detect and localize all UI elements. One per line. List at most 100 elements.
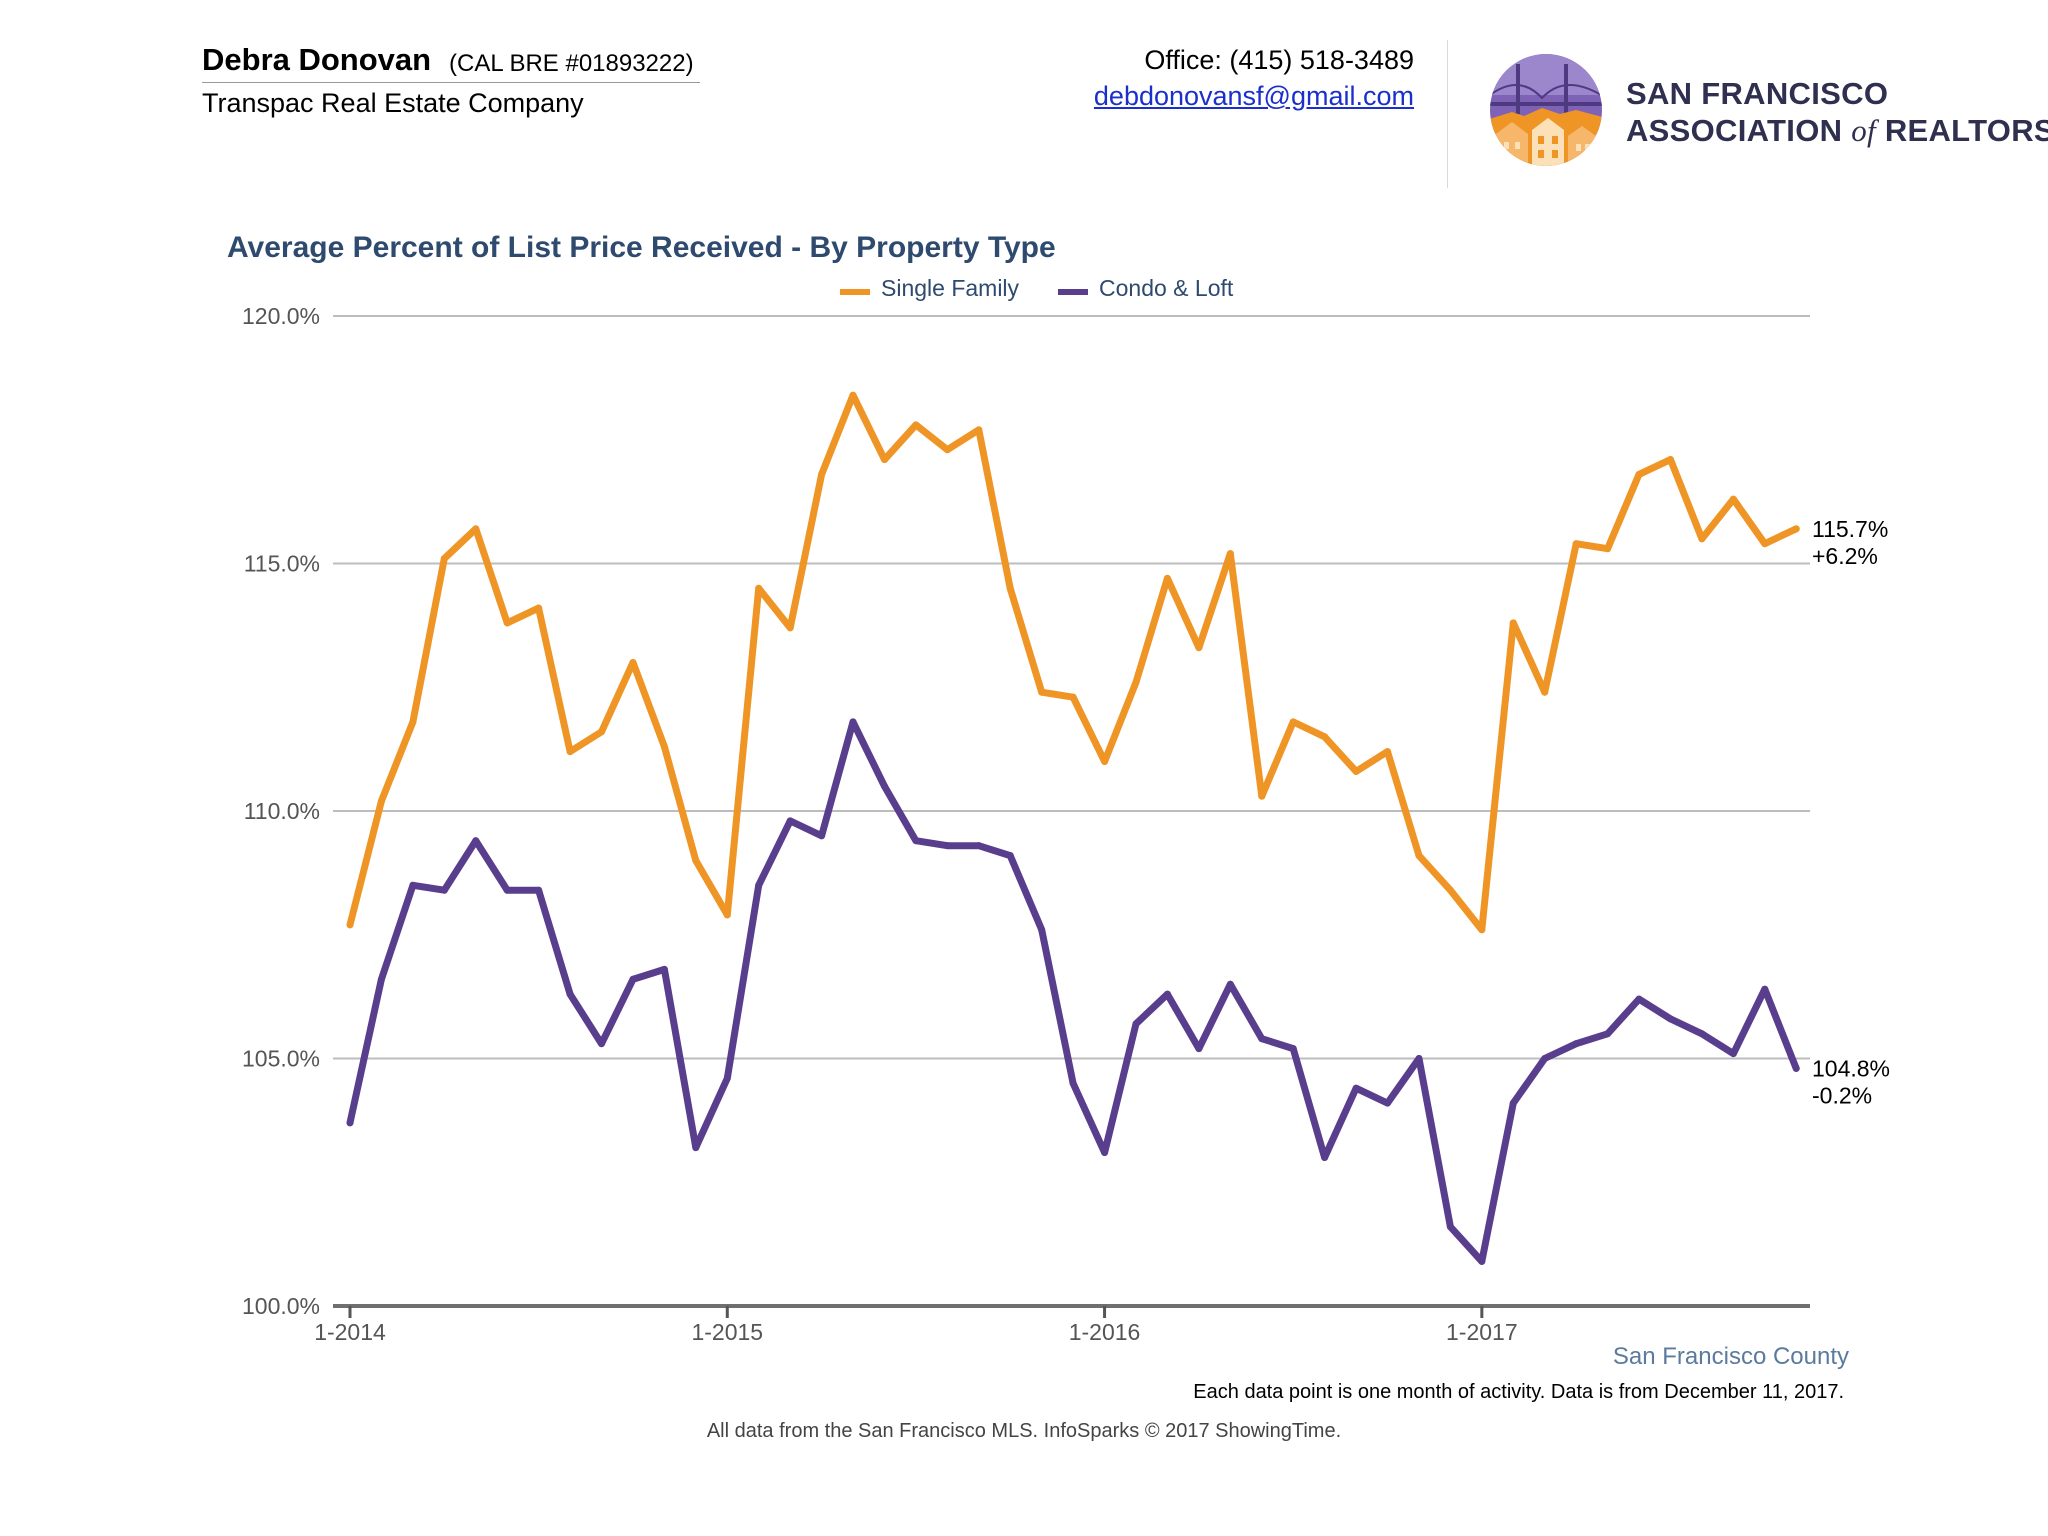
data-point xyxy=(629,975,637,983)
data-point xyxy=(1415,852,1423,860)
data-point xyxy=(1761,985,1769,993)
data-point xyxy=(629,659,637,666)
data-point xyxy=(1509,1099,1517,1107)
data-point xyxy=(849,718,857,726)
data-point xyxy=(660,743,668,751)
data-point xyxy=(1792,525,1800,533)
header-divider xyxy=(1447,40,1448,188)
data-point xyxy=(880,782,888,790)
x-tick-label: 1-2017 xyxy=(1446,1319,1518,1345)
data-point xyxy=(692,857,700,864)
data-point xyxy=(1541,1055,1549,1062)
data-point xyxy=(660,965,668,973)
data-point xyxy=(786,624,794,632)
source-credit: All data from the San Francisco MLS. Inf… xyxy=(706,1420,1342,1442)
data-point xyxy=(346,1119,354,1127)
data-point xyxy=(409,881,417,889)
data-note: Each data point is one month of activity… xyxy=(1193,1381,1844,1403)
data-point xyxy=(1163,574,1171,582)
data-point xyxy=(440,555,448,563)
legend-label-condo-loft: Condo & Loft xyxy=(1099,275,1234,301)
data-point xyxy=(912,421,920,429)
change-label: -0.2% xyxy=(1812,1082,1872,1108)
data-point xyxy=(1415,1055,1423,1062)
y-tick-label: 115.0% xyxy=(244,551,320,577)
data-point xyxy=(1038,926,1046,934)
data-point xyxy=(1478,1257,1486,1265)
data-point xyxy=(1604,1030,1612,1038)
data-point xyxy=(692,1144,700,1152)
x-tick-label: 1-2016 xyxy=(1069,1319,1141,1345)
data-point xyxy=(1101,1149,1109,1157)
data-point xyxy=(1289,718,1297,726)
end-value-label: 115.7% xyxy=(1812,516,1888,542)
data-point xyxy=(1604,545,1612,553)
data-point xyxy=(723,911,731,919)
data-point xyxy=(1006,852,1014,860)
data-point xyxy=(1069,1079,1077,1087)
data-point xyxy=(566,990,574,998)
office-phone: Office: (415) 518-3489 xyxy=(1144,45,1414,75)
data-point xyxy=(1666,1015,1674,1023)
agent-name: Debra Donovan xyxy=(202,42,432,77)
y-tick-label: 110.0% xyxy=(244,798,320,824)
data-point xyxy=(1038,688,1046,696)
y-tick-label: 120.0% xyxy=(242,303,320,329)
data-point xyxy=(1321,1154,1329,1161)
data-point xyxy=(1792,1064,1800,1072)
legend-label-single-family: Single Family xyxy=(881,275,1020,301)
data-point xyxy=(1572,540,1580,548)
data-point xyxy=(1132,1020,1140,1028)
data-point xyxy=(1258,792,1266,800)
series-line-single-family xyxy=(346,391,1800,934)
data-point xyxy=(755,881,763,889)
data-point xyxy=(818,832,826,840)
data-point xyxy=(1446,886,1454,894)
data-point xyxy=(1446,1223,1454,1231)
data-point xyxy=(566,748,574,756)
data-point xyxy=(1195,1045,1203,1053)
data-point xyxy=(1635,470,1643,478)
legend-swatch-condo-loft xyxy=(1058,289,1088,295)
data-point xyxy=(1163,990,1171,998)
data-point xyxy=(1352,1084,1360,1092)
data-point xyxy=(1635,995,1643,1003)
data-point xyxy=(598,1040,606,1048)
data-point xyxy=(472,837,480,845)
data-point xyxy=(1384,748,1392,756)
data-point xyxy=(880,456,888,464)
data-point xyxy=(377,975,385,983)
data-point xyxy=(503,619,511,627)
data-point xyxy=(1509,619,1517,627)
legend-swatch-single-family xyxy=(840,289,870,295)
data-point xyxy=(1478,926,1486,934)
data-point xyxy=(1729,495,1737,503)
data-point xyxy=(975,426,983,434)
email-link[interactable]: debdonovansf@gmail.com xyxy=(1093,81,1414,111)
data-point xyxy=(472,525,480,533)
x-tick-label: 1-2014 xyxy=(314,1319,386,1345)
realtors-logo-icon xyxy=(1490,54,1602,166)
data-point xyxy=(1006,584,1014,592)
logo-title-line2: ASSOCIATION of REALTORS® xyxy=(1626,113,2048,149)
data-point xyxy=(723,1074,731,1082)
data-point xyxy=(1698,535,1706,543)
data-point xyxy=(1761,540,1769,548)
data-point xyxy=(818,470,826,478)
agent-license: (CAL BRE #01893222) xyxy=(449,50,694,77)
data-point xyxy=(535,886,543,894)
y-tick-label: 105.0% xyxy=(242,1046,320,1072)
data-point xyxy=(1226,980,1234,988)
company-name: Transpac Real Estate Company xyxy=(202,88,584,118)
y-tick-label: 100.0% xyxy=(242,1293,320,1319)
data-point xyxy=(1195,644,1203,652)
data-point xyxy=(1698,1030,1706,1038)
data-point xyxy=(598,728,606,736)
data-point xyxy=(849,391,857,399)
data-point xyxy=(1541,688,1549,696)
data-point xyxy=(755,584,763,592)
data-point xyxy=(1666,456,1674,464)
data-point xyxy=(346,921,354,929)
data-point xyxy=(535,604,543,612)
